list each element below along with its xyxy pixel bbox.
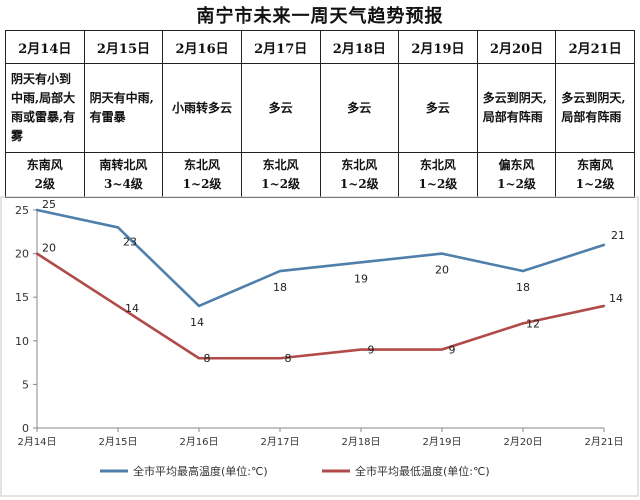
data-point bbox=[278, 269, 282, 273]
x-tick-label: 2月20日 bbox=[503, 436, 542, 448]
wind-direction: 东南风 bbox=[26, 158, 63, 172]
data-label: 21 bbox=[611, 229, 625, 242]
chart-border bbox=[0, 196, 639, 497]
data-label: 14 bbox=[190, 316, 204, 329]
x-tick-label: 2月19日 bbox=[422, 436, 461, 448]
weather-cell: 多云到阴天,局部有阵雨 bbox=[476, 63, 557, 153]
x-tick-label: 2月21日 bbox=[584, 436, 623, 448]
temperature-line-chart: 0 5 10 15 20 25 2月14日 2月15日 2月16日 2月17日 2月18日 2月19日… bbox=[0, 196, 639, 497]
forecast-table: 2月14日 2月15日 2月16日 2月17日 2月18日 2月19日 2月20… bbox=[5, 30, 635, 198]
wind-direction: 东南风 bbox=[577, 158, 614, 172]
date-row: 2月14日 2月15日 2月16日 2月17日 2月18日 2月19日 2月20… bbox=[5, 30, 635, 64]
wind-row: 东南风 2级 南转北风 3~4级 东北风 1~2级 东北风 1~2级 东北风 1~2级 东… bbox=[5, 152, 635, 198]
date-cell: 2月19日 bbox=[398, 30, 478, 64]
wind-direction: 东北风 bbox=[419, 158, 456, 172]
data-label: 8 bbox=[285, 352, 292, 365]
data-label: 18 bbox=[273, 281, 287, 294]
data-point bbox=[35, 208, 39, 212]
wind-level: 3~4级 bbox=[104, 177, 143, 191]
date-cell: 2月20日 bbox=[476, 30, 557, 64]
wind-level: 1~2级 bbox=[418, 177, 458, 191]
y-tick-label: 25 bbox=[15, 204, 29, 217]
data-point bbox=[440, 348, 444, 351]
wind-direction: 南转北风 bbox=[99, 158, 148, 172]
x-tick-label: 2月17日 bbox=[260, 436, 299, 448]
x-tick-label: 2月16日 bbox=[179, 436, 218, 448]
wind-cell: 南转北风 3~4级 bbox=[83, 152, 164, 198]
date-cell: 2月21日 bbox=[555, 30, 635, 64]
y-tick-label: 0 bbox=[22, 422, 29, 435]
data-label: 19 bbox=[354, 272, 368, 285]
page-title: 南宁市未来一周天气趋势预报 bbox=[196, 6, 444, 27]
wind-direction: 东北风 bbox=[262, 158, 299, 172]
data-label: 25 bbox=[42, 198, 56, 211]
wind-level: 1~2级 bbox=[182, 177, 222, 191]
wind-cell: 东北风 1~2级 bbox=[319, 152, 400, 198]
data-label: 18 bbox=[516, 281, 530, 294]
y-tick-label: 20 bbox=[15, 248, 29, 261]
wind-cell: 偏东风 1~2级 bbox=[476, 152, 557, 198]
weather-cell: 阴天有小到中雨,局部大雨或雷暴,有雾 bbox=[5, 63, 85, 153]
date-cell: 2月17日 bbox=[240, 30, 321, 64]
weather-cell: 多云到阴天,局部有阵雨 bbox=[555, 63, 635, 153]
wind-direction: 偏东风 bbox=[498, 158, 535, 172]
data-label: 14 bbox=[609, 292, 623, 305]
y-tick-label: 15 bbox=[15, 291, 29, 304]
y-tick-label: 10 bbox=[15, 335, 29, 348]
wind-direction: 东北风 bbox=[184, 158, 221, 172]
weather-cell: 小雨转多云 bbox=[162, 63, 242, 153]
data-point bbox=[602, 243, 606, 247]
data-label: 20 bbox=[42, 242, 56, 255]
data-point bbox=[359, 261, 363, 264]
weather-cell: 多云 bbox=[240, 63, 321, 153]
x-tick-label: 2月15日 bbox=[98, 436, 137, 448]
wind-level: 2级 bbox=[34, 177, 55, 191]
data-point bbox=[197, 357, 201, 360]
data-point bbox=[521, 322, 525, 325]
data-point bbox=[35, 252, 39, 255]
wind-cell: 东北风 1~2级 bbox=[162, 152, 242, 198]
data-point bbox=[521, 269, 525, 273]
weather-cell: 多云 bbox=[398, 63, 478, 153]
data-point bbox=[440, 252, 444, 255]
legend-label: 全市平均最低温度(单位:℃) bbox=[355, 464, 490, 478]
wind-cell: 东南风 1~2级 bbox=[555, 152, 635, 198]
x-tick-label: 2月18日 bbox=[341, 436, 380, 448]
weather-cell: 多云 bbox=[319, 63, 400, 153]
data-label: 9 bbox=[449, 344, 456, 357]
y-tick-label: 5 bbox=[22, 378, 29, 391]
wind-level: 1~2级 bbox=[339, 177, 379, 191]
series-line bbox=[36, 208, 605, 308]
series-line bbox=[36, 252, 605, 360]
wind-direction: 东北风 bbox=[341, 158, 378, 172]
data-label: 8 bbox=[204, 352, 211, 365]
data-label: 20 bbox=[435, 264, 449, 277]
wind-cell: 东南风 2级 bbox=[5, 152, 85, 198]
wind-level: 1~2级 bbox=[497, 177, 536, 191]
data-label: 12 bbox=[526, 317, 540, 330]
wind-level: 1~2级 bbox=[575, 177, 615, 191]
data-label: 9 bbox=[368, 344, 375, 357]
weather-row: 阴天有小到中雨,局部大雨或雷暴,有雾 阴天有中雨,有雷暴 小雨转多云 多云 多云… bbox=[5, 63, 635, 153]
data-point bbox=[116, 226, 120, 229]
date-cell: 2月18日 bbox=[319, 30, 400, 64]
data-label: 14 bbox=[125, 302, 139, 315]
x-tick-label: 2月14日 bbox=[17, 436, 56, 448]
wind-cell: 东北风 1~2级 bbox=[398, 152, 478, 198]
data-point bbox=[278, 357, 282, 360]
data-label: 23 bbox=[123, 235, 137, 248]
wind-cell: 东北风 1~2级 bbox=[240, 152, 321, 198]
data-point bbox=[359, 348, 363, 351]
wind-level: 1~2级 bbox=[261, 177, 301, 191]
weather-cell: 阴天有中雨,有雷暴 bbox=[83, 63, 164, 153]
date-cell: 2月14日 bbox=[5, 30, 85, 64]
date-cell: 2月16日 bbox=[162, 30, 242, 64]
legend-label: 全市平均最高温度(单位:℃) bbox=[133, 464, 268, 478]
data-point bbox=[197, 304, 201, 308]
data-point bbox=[602, 304, 606, 308]
date-cell: 2月15日 bbox=[83, 30, 164, 64]
data-point bbox=[116, 304, 120, 308]
